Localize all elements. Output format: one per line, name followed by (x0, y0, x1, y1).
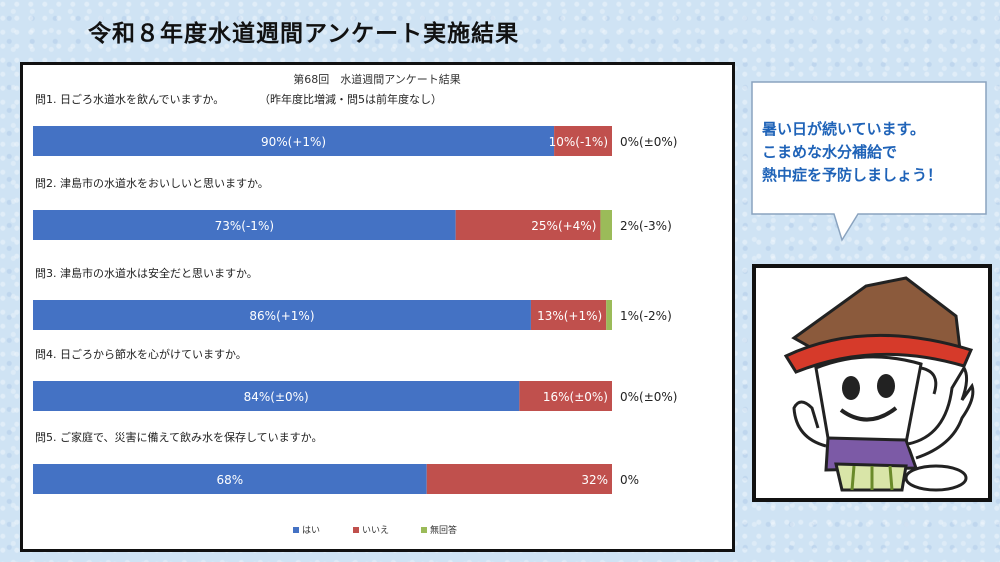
callout-line-3: 熱中症を予防しましょう！ (762, 166, 943, 184)
legend-label-yes: はい (302, 525, 320, 536)
data-label-noanswer: 0%(±0%) (620, 135, 678, 149)
question-label: 問5. ご家庭で、災害に備えて飲み水を保存していますか。 (35, 430, 322, 444)
bar-yes (33, 126, 555, 156)
callout-line-2: こまめな水分補給で (762, 143, 898, 161)
data-label-no: 25%(+4%) (531, 219, 596, 233)
data-label-yes: 86%(+1%) (249, 309, 314, 323)
data-label-noanswer: 2%(-3%) (620, 219, 672, 233)
bar-noanswer (600, 210, 612, 240)
bar-yes (33, 300, 531, 330)
legend-swatch-yes (293, 527, 299, 533)
bar-yes (33, 210, 456, 240)
legend-swatch-noanswer (421, 527, 427, 533)
legend-label-no: いいえ (362, 525, 389, 536)
data-label-yes: 68% (217, 473, 244, 487)
data-label-noanswer: 0%(±0%) (620, 390, 678, 404)
page-title: 令和８年度水道週間アンケート実施結果 (88, 21, 520, 47)
question-label: 問1. 日ごろ水道水を飲んでいますか。 (35, 92, 224, 106)
survey-chart-panel: 第68回 水道週間アンケート結果問1. 日ごろ水道水を飲んでいますか。 （昨年度比… (20, 62, 735, 552)
legend-swatch-no (353, 527, 359, 533)
bar-no (530, 300, 607, 330)
data-label-yes: 90%(+1%) (261, 135, 326, 149)
data-label-noanswer: 0% (620, 473, 639, 487)
mascot-frame (752, 264, 992, 502)
chart-subtitle: （昨年度比増減・問5は前年度なし） (259, 92, 442, 106)
data-label-no: 10%(-1%) (549, 135, 608, 149)
legend-label-noanswer: 無回答 (430, 524, 457, 536)
bar-yes (33, 464, 427, 494)
bar-no (554, 126, 612, 156)
data-label-no: 32% (581, 473, 608, 487)
bar-yes (33, 381, 520, 411)
data-label-yes: 84%(±0%) (244, 390, 309, 404)
callout-line-1: 暑い日が続いています。 (762, 120, 926, 138)
bar-no (455, 210, 601, 240)
question-label: 問4. 日ごろから節水を心がけていますか。 (35, 347, 247, 361)
data-label-noanswer: 1%(-2%) (620, 309, 672, 323)
bar-no (519, 381, 612, 411)
data-label-yes: 73%(-1%) (215, 219, 274, 233)
question-label: 問3. 津島市の水道水は安全だと思いますか。 (35, 266, 258, 280)
speech-bubble (751, 81, 987, 242)
chart-title: 第68回 水道週間アンケート結果 (293, 72, 461, 86)
callout-text: 暑い日が続いています。 こまめな水分補給で 熱中症を予防しましょう！ (762, 118, 992, 187)
bar-no (426, 464, 612, 494)
data-label-no: 13%(+1%) (537, 309, 602, 323)
mascot-character-icon (783, 276, 975, 492)
bar-noanswer (606, 300, 612, 330)
question-label: 問2. 津島市の水道水をおいしいと思いますか。 (35, 176, 269, 190)
data-label-no: 16%(±0%) (543, 390, 608, 404)
